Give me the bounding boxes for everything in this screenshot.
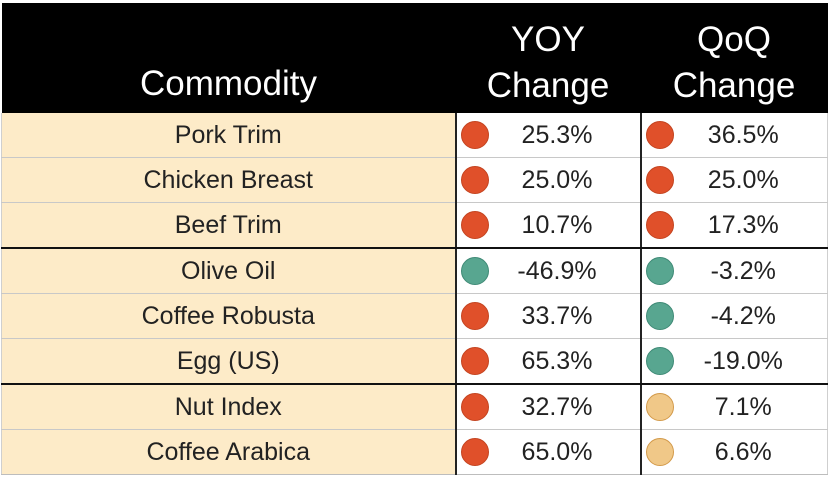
commodity-name: Beef Trim	[1, 202, 457, 249]
qoq-cell: 25.0%	[640, 157, 828, 203]
yoy-cell: 32.7%	[455, 384, 642, 430]
red-status-dot-icon	[460, 302, 489, 330]
green-status-dot-icon	[460, 257, 489, 285]
yoy-cell: 65.0%	[455, 429, 642, 475]
yoy-value: 32.7%	[521, 392, 593, 421]
qoq-value: 7.1%	[714, 392, 772, 421]
yoy-cell: -46.9%	[455, 248, 642, 294]
yoy-cell: 33.7%	[455, 293, 642, 339]
table-row: Egg (US) 65.3% -19.0%	[1, 338, 828, 385]
qoq-cell: 17.3%	[640, 202, 828, 249]
red-status-dot-icon	[645, 121, 674, 149]
yoy-value: -46.9%	[517, 256, 597, 285]
yoy-value: 65.0%	[521, 437, 593, 466]
qoq-cell: -3.2%	[640, 248, 828, 294]
qoq-value: 17.3%	[707, 210, 779, 239]
yoy-column-header: YOY Change	[455, 3, 641, 113]
yoy-value: 25.3%	[521, 120, 593, 149]
green-status-dot-icon	[645, 257, 674, 285]
red-status-dot-icon	[460, 393, 489, 421]
tan-status-dot-icon	[645, 438, 674, 466]
qoq-header-line1: QoQ	[697, 20, 771, 59]
yoy-value: 33.7%	[521, 301, 593, 330]
commodity-name: Egg (US)	[1, 338, 457, 385]
table-row: Olive Oil -46.9% -3.2%	[1, 248, 828, 294]
commodity-change-table: Commodity YOY Change QoQ Change	[1, 3, 828, 475]
commodity-name: Coffee Robusta	[1, 293, 457, 339]
red-status-dot-icon	[460, 438, 489, 466]
table-row: Chicken Breast 25.0% 25.0%	[1, 157, 828, 203]
qoq-value: 6.6%	[714, 437, 772, 466]
qoq-value: 25.0%	[707, 165, 779, 194]
yoy-cell: 10.7%	[455, 202, 642, 249]
qoq-value: -4.2%	[710, 301, 776, 330]
red-status-dot-icon	[645, 166, 674, 194]
commodity-header-label: Commodity	[140, 64, 317, 103]
table-header-row: Commodity YOY Change QoQ Change	[1, 3, 828, 113]
qoq-header-line2: Change	[672, 66, 796, 105]
table-row: Pork Trim 25.3% 36.5%	[1, 113, 828, 158]
commodity-name: Coffee Arabica	[1, 429, 457, 475]
red-status-dot-icon	[645, 211, 674, 239]
qoq-column-header: QoQ Change	[640, 3, 828, 113]
red-status-dot-icon	[460, 121, 489, 149]
qoq-cell: 36.5%	[640, 113, 828, 158]
yoy-header-line2: Change	[486, 66, 610, 105]
commodity-name: Chicken Breast	[1, 157, 457, 203]
yoy-header-line1: YOY	[511, 20, 585, 59]
commodity-column-header: Commodity	[1, 3, 456, 113]
qoq-value: -3.2%	[710, 256, 776, 285]
yoy-value: 10.7%	[521, 210, 593, 239]
commodity-name: Nut Index	[1, 384, 457, 430]
table-row: Beef Trim 10.7% 17.3%	[1, 202, 828, 249]
green-status-dot-icon	[645, 347, 674, 375]
yoy-cell: 25.3%	[455, 113, 642, 158]
qoq-value: -19.0%	[703, 346, 783, 375]
yoy-cell: 25.0%	[455, 157, 642, 203]
yoy-value: 65.3%	[521, 346, 593, 375]
qoq-cell: -19.0%	[640, 338, 828, 385]
qoq-value: 36.5%	[707, 120, 779, 149]
tan-status-dot-icon	[645, 393, 674, 421]
commodity-name: Pork Trim	[1, 113, 457, 158]
commodity-name: Olive Oil	[1, 248, 457, 294]
yoy-value: 25.0%	[521, 165, 593, 194]
yoy-cell: 65.3%	[455, 338, 642, 385]
table-row: Coffee Robusta 33.7% -4.2%	[1, 293, 828, 339]
red-status-dot-icon	[460, 211, 489, 239]
qoq-cell: 7.1%	[640, 384, 828, 430]
red-status-dot-icon	[460, 347, 489, 375]
red-status-dot-icon	[460, 166, 489, 194]
table-row: Coffee Arabica 65.0% 6.6%	[1, 429, 828, 475]
qoq-cell: 6.6%	[640, 429, 828, 475]
qoq-cell: -4.2%	[640, 293, 828, 339]
table-row: Nut Index 32.7% 7.1%	[1, 384, 828, 430]
green-status-dot-icon	[645, 302, 674, 330]
